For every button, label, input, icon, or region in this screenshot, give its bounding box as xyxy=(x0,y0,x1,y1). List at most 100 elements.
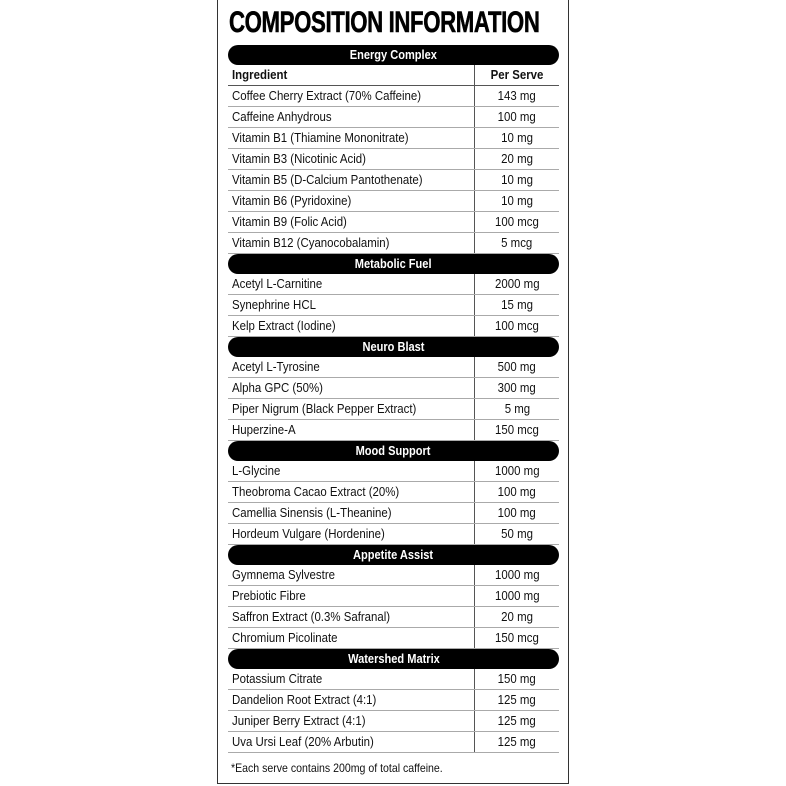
amount-value: 20 mg xyxy=(501,609,533,624)
table-row: Vitamin B6 (Pyridoxine) 10 mg xyxy=(228,191,559,212)
amount-value: 300 mg xyxy=(497,380,537,395)
table-row: Acetyl L-Tyrosine 500 mg xyxy=(228,357,559,378)
section-title: Watershed Matrix xyxy=(347,651,440,666)
amount-value: 125 mg xyxy=(497,713,537,728)
amount-cell: 1000 mg xyxy=(475,565,559,585)
table-row: Vitamin B1 (Thiamine Mononitrate) 10 mg xyxy=(228,128,559,149)
section-title: Appetite Assist xyxy=(353,547,434,562)
ingredient-name: Dandelion Root Extract (4:1) xyxy=(232,692,377,707)
amount-cell: 5 mg xyxy=(475,399,559,419)
column-header-label: Ingredient xyxy=(232,67,288,82)
table-row: Acetyl L-Carnitine 2000 mg xyxy=(228,274,559,295)
amount-value: 150 mg xyxy=(497,671,537,686)
ingredient-cell: Vitamin B5 (D-Calcium Pantothenate) xyxy=(228,170,475,190)
page-title: COMPOSITION INFORMATION xyxy=(229,6,540,40)
table-row: Kelp Extract (Iodine) 100 mcg xyxy=(228,316,559,337)
amount-value: 100 mg xyxy=(497,505,537,520)
ingredient-cell: Synephrine HCL xyxy=(228,295,475,315)
ingredient-cell: Camellia Sinensis (L-Theanine) xyxy=(228,503,475,523)
amount-value: 500 mg xyxy=(497,359,537,374)
ingredient-cell: Vitamin B9 (Folic Acid) xyxy=(228,212,475,232)
table-row: Caffeine Anhydrous 100 mg xyxy=(228,107,559,128)
ingredient-cell: Piper Nigrum (Black Pepper Extract) xyxy=(228,399,475,419)
ingredient-name: Huperzine-A xyxy=(232,422,296,437)
amount-value: 100 mg xyxy=(497,109,537,124)
table-row: Theobroma Cacao Extract (20%) 100 mg xyxy=(228,482,559,503)
amount-cell: 5 mcg xyxy=(475,233,559,253)
ingredient-name: Vitamin B3 (Nicotinic Acid) xyxy=(232,151,366,166)
ingredient-name: Caffeine Anhydrous xyxy=(232,109,332,124)
ingredient-name: Synephrine HCL xyxy=(232,297,316,312)
table-row: Camellia Sinensis (L-Theanine) 100 mg xyxy=(228,503,559,524)
ingredient-cell: Prebiotic Fibre xyxy=(228,586,475,606)
ingredient-cell: Vitamin B3 (Nicotinic Acid) xyxy=(228,149,475,169)
amount-cell: 15 mg xyxy=(475,295,559,315)
ingredient-name: L-Glycine xyxy=(232,463,281,478)
amount-value: 100 mg xyxy=(497,484,537,499)
amount-value: 20 mg xyxy=(501,151,533,166)
ingredient-cell: Acetyl L-Carnitine xyxy=(228,274,475,294)
section-header: Watershed Matrix xyxy=(228,649,559,669)
ingredient-name: Saffron Extract (0.3% Safranal) xyxy=(232,609,391,624)
ingredient-cell: Caffeine Anhydrous xyxy=(228,107,475,127)
ingredient-cell: Potassium Citrate xyxy=(228,669,475,689)
ingredient-cell: Acetyl L-Tyrosine xyxy=(228,357,475,377)
ingredient-name: Acetyl L-Tyrosine xyxy=(232,359,320,374)
ingredient-name: Hordeum Vulgare (Hordenine) xyxy=(232,526,385,541)
label-frame xyxy=(217,0,569,784)
section-title: Mood Support xyxy=(356,443,431,458)
amount-cell: 300 mg xyxy=(475,378,559,398)
amount-value: 100 mcg xyxy=(495,318,539,333)
ingredient-name: Gymnema Sylvestre xyxy=(232,567,336,582)
column-header-per-serve: Per Serve xyxy=(475,65,559,85)
amount-cell: 1000 mg xyxy=(475,461,559,481)
amount-value: 1000 mg xyxy=(494,588,540,603)
amount-value: 1000 mg xyxy=(494,463,540,478)
amount-cell: 100 mg xyxy=(475,107,559,127)
amount-value: 15 mg xyxy=(501,297,533,312)
section-header: Metabolic Fuel xyxy=(228,254,559,274)
table-row: Dandelion Root Extract (4:1) 125 mg xyxy=(228,690,559,711)
table-row: Vitamin B12 (Cyanocobalamin) 5 mcg xyxy=(228,233,559,254)
amount-cell: 150 mg xyxy=(475,669,559,689)
table-row: Hordeum Vulgare (Hordenine) 50 mg xyxy=(228,524,559,545)
amount-value: 5 mcg xyxy=(501,235,533,250)
ingredient-name: Vitamin B6 (Pyridoxine) xyxy=(232,193,352,208)
ingredient-name: Camellia Sinensis (L-Theanine) xyxy=(232,505,392,520)
amount-cell: 20 mg xyxy=(475,149,559,169)
amount-value: 143 mg xyxy=(497,88,537,103)
section-title: Energy Complex xyxy=(349,47,438,62)
amount-cell: 100 mg xyxy=(475,503,559,523)
amount-value: 1000 mg xyxy=(494,567,540,582)
amount-value: 150 mcg xyxy=(495,422,539,437)
ingredient-cell: Kelp Extract (Iodine) xyxy=(228,316,475,336)
ingredient-cell: Coffee Cherry Extract (70% Caffeine) xyxy=(228,86,475,106)
amount-cell: 1000 mg xyxy=(475,586,559,606)
amount-cell: 10 mg xyxy=(475,128,559,148)
amount-cell: 150 mcg xyxy=(475,628,559,648)
table-row: Uva Ursi Leaf (20% Arbutin) 125 mg xyxy=(228,732,559,753)
amount-value: 10 mg xyxy=(501,172,533,187)
ingredient-name: Vitamin B12 (Cyanocobalamin) xyxy=(232,235,390,250)
amount-cell: 2000 mg xyxy=(475,274,559,294)
amount-value: 150 mcg xyxy=(495,630,539,645)
ingredient-cell: Hordeum Vulgare (Hordenine) xyxy=(228,524,475,544)
column-header-label: Per Serve xyxy=(490,67,544,82)
ingredient-name: Prebiotic Fibre xyxy=(232,588,306,603)
table-row: Piper Nigrum (Black Pepper Extract) 5 mg xyxy=(228,399,559,420)
amount-value: 10 mg xyxy=(501,130,533,145)
composition-table: Energy Complex Ingredient Per Serve Coffee … xyxy=(228,45,559,753)
ingredient-cell: Vitamin B6 (Pyridoxine) xyxy=(228,191,475,211)
table-row: Potassium Citrate 150 mg xyxy=(228,669,559,690)
ingredient-cell: L-Glycine xyxy=(228,461,475,481)
ingredient-name: Acetyl L-Carnitine xyxy=(232,276,323,291)
amount-cell: 125 mg xyxy=(475,732,559,752)
section-header: Mood Support xyxy=(228,441,559,461)
section-header: Appetite Assist xyxy=(228,545,559,565)
table-row: Vitamin B3 (Nicotinic Acid) 20 mg xyxy=(228,149,559,170)
ingredient-cell: Vitamin B12 (Cyanocobalamin) xyxy=(228,233,475,253)
ingredient-cell: Uva Ursi Leaf (20% Arbutin) xyxy=(228,732,475,752)
amount-cell: 50 mg xyxy=(475,524,559,544)
table-row: Coffee Cherry Extract (70% Caffeine) 143 … xyxy=(228,86,559,107)
section-header: Energy Complex xyxy=(228,45,559,65)
